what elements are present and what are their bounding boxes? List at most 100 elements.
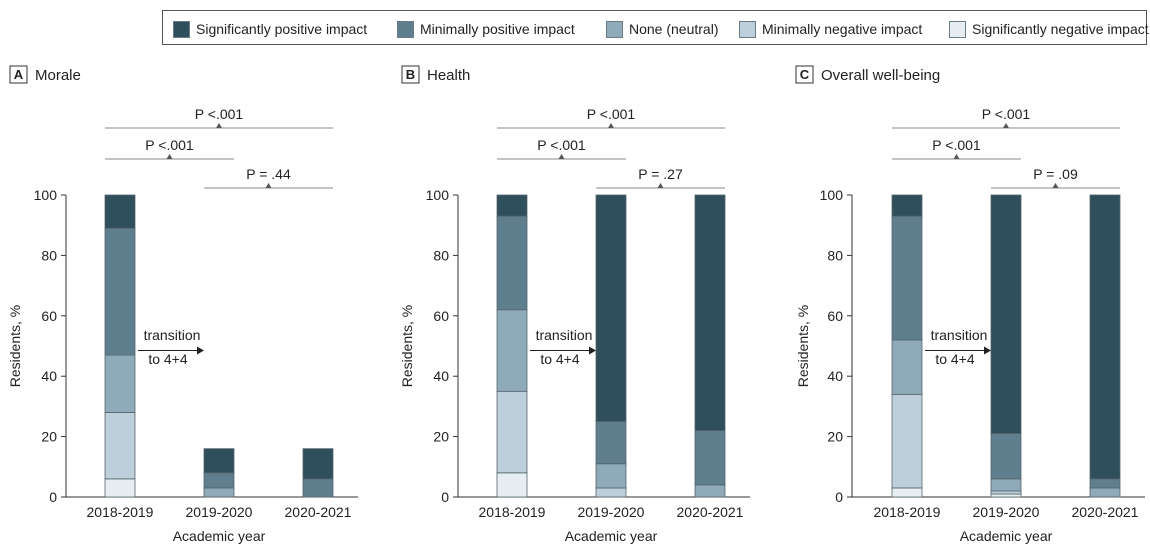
x-tick-label: 2018-2019 bbox=[874, 504, 941, 520]
legend-swatch bbox=[173, 20, 190, 38]
annotation-line: transition bbox=[144, 327, 201, 343]
p-value-label: P = .44 bbox=[246, 166, 291, 182]
comparison-marker bbox=[558, 154, 565, 159]
x-axis-label: Academic year bbox=[173, 528, 266, 544]
y-axis-label: Residents, % bbox=[7, 305, 23, 387]
comparison-marker bbox=[166, 154, 173, 159]
comparison-marker bbox=[657, 183, 664, 188]
chart-panel-c: C Overall well-being 0 20 40 60 80 100 Residents… bbox=[795, 65, 1145, 544]
y-tick-label: 0 bbox=[835, 489, 843, 505]
y-tick-label: 80 bbox=[41, 247, 57, 263]
bar-segment bbox=[1089, 194, 1121, 480]
annotation-line: to 4+4 bbox=[935, 351, 975, 367]
legend-label: Significantly positive impact bbox=[196, 21, 368, 37]
bar-segment bbox=[990, 433, 1022, 480]
bar-segment bbox=[891, 393, 923, 489]
annotation-line: transition bbox=[536, 327, 593, 343]
bar-segment bbox=[891, 339, 923, 395]
x-tick-label: 2019-2020 bbox=[973, 504, 1040, 520]
panel-letter-box bbox=[795, 65, 814, 84]
annotation-line: to 4+4 bbox=[540, 351, 580, 367]
comparison-marker bbox=[265, 183, 272, 188]
y-tick-label: 40 bbox=[433, 368, 449, 384]
bar-segment bbox=[496, 309, 528, 392]
bar-segment bbox=[1089, 478, 1121, 489]
panel-letter-box bbox=[9, 65, 28, 84]
bar-segment bbox=[104, 478, 136, 498]
bar-segment bbox=[694, 484, 726, 498]
legend-label: None (neutral) bbox=[629, 21, 719, 37]
x-axis-label: Academic year bbox=[960, 528, 1053, 544]
y-tick-label: 100 bbox=[820, 187, 844, 203]
bar-segment bbox=[891, 215, 923, 341]
panel-letter: A bbox=[14, 67, 24, 82]
bar-segment bbox=[595, 463, 627, 489]
bar-segment bbox=[694, 430, 726, 486]
bar-segment bbox=[694, 194, 726, 431]
panel-title: Overall well-being bbox=[821, 67, 940, 84]
legend-item: Minimally negative impact bbox=[739, 20, 922, 38]
p-value-label: P <.001 bbox=[145, 137, 194, 153]
y-axis-label: Residents, % bbox=[795, 305, 811, 387]
y-tick-label: 60 bbox=[41, 308, 57, 324]
bar-segment bbox=[203, 472, 235, 489]
annotation-line: to 4+4 bbox=[148, 351, 188, 367]
x-tick-label: 2020-2021 bbox=[1072, 504, 1139, 520]
bar-segment bbox=[891, 487, 923, 498]
y-axis-label: Residents, % bbox=[399, 305, 415, 387]
x-tick-label: 2019-2020 bbox=[186, 504, 253, 520]
bar-segment bbox=[496, 390, 528, 474]
y-tick-label: 100 bbox=[34, 187, 58, 203]
bar-segment bbox=[302, 478, 334, 498]
y-tick-label: 40 bbox=[827, 368, 843, 384]
legend-swatch bbox=[739, 20, 756, 38]
chart-panel-a: A Morale 0 20 40 60 80 100 Residents, % 2018-2019… bbox=[7, 65, 358, 544]
bar-segment bbox=[595, 194, 627, 422]
legend: Significantly positive impact Minimally … bbox=[162, 10, 1149, 45]
y-tick-label: 60 bbox=[433, 308, 449, 324]
transition-arrow-head bbox=[589, 346, 596, 355]
p-value-label: P = .27 bbox=[638, 166, 683, 182]
legend-item: Minimally positive impact bbox=[397, 20, 575, 38]
bar-segment bbox=[203, 487, 235, 498]
x-tick-label: 2019-2020 bbox=[578, 504, 645, 520]
bar-segment bbox=[990, 478, 1022, 492]
bar-segment bbox=[496, 194, 528, 217]
p-value-label: P <.001 bbox=[537, 137, 586, 153]
x-tick-label: 2018-2019 bbox=[87, 504, 154, 520]
p-value-label: P = .09 bbox=[1033, 166, 1078, 182]
y-tick-label: 100 bbox=[426, 187, 450, 203]
bar-segment bbox=[595, 487, 627, 498]
y-tick-label: 0 bbox=[49, 489, 57, 505]
bar-segment bbox=[104, 354, 136, 413]
y-tick-label: 20 bbox=[41, 429, 57, 445]
annotation-line: transition bbox=[931, 327, 988, 343]
bar-segment bbox=[1089, 487, 1121, 498]
panel-letter-box bbox=[401, 65, 420, 84]
chart-panel-b: B Health 0 20 40 60 80 100 Residents, % 2018-2019… bbox=[399, 65, 750, 544]
bar-segment bbox=[203, 448, 235, 474]
legend-swatch bbox=[606, 20, 623, 38]
x-tick-label: 2020-2021 bbox=[677, 504, 744, 520]
x-tick-label: 2018-2019 bbox=[479, 504, 546, 520]
y-tick-label: 20 bbox=[827, 429, 843, 445]
bar-segment bbox=[104, 227, 136, 356]
panel-letter: B bbox=[406, 67, 415, 82]
y-tick-label: 20 bbox=[433, 429, 449, 445]
bar-segment bbox=[990, 194, 1022, 434]
panel-title: Morale bbox=[35, 67, 81, 84]
legend-swatch bbox=[397, 20, 414, 38]
bar-segment bbox=[104, 412, 136, 480]
bar-segment bbox=[891, 194, 923, 217]
p-value-label: P <.001 bbox=[195, 106, 244, 122]
bar-segment bbox=[595, 421, 627, 465]
bar-segment bbox=[104, 194, 136, 229]
legend-swatch bbox=[949, 20, 966, 38]
y-tick-label: 0 bbox=[441, 489, 449, 505]
panel-letter: C bbox=[800, 67, 810, 82]
x-tick-label: 2020-2021 bbox=[285, 504, 352, 520]
legend-label: Minimally negative impact bbox=[762, 21, 923, 37]
y-tick-label: 60 bbox=[827, 308, 843, 324]
